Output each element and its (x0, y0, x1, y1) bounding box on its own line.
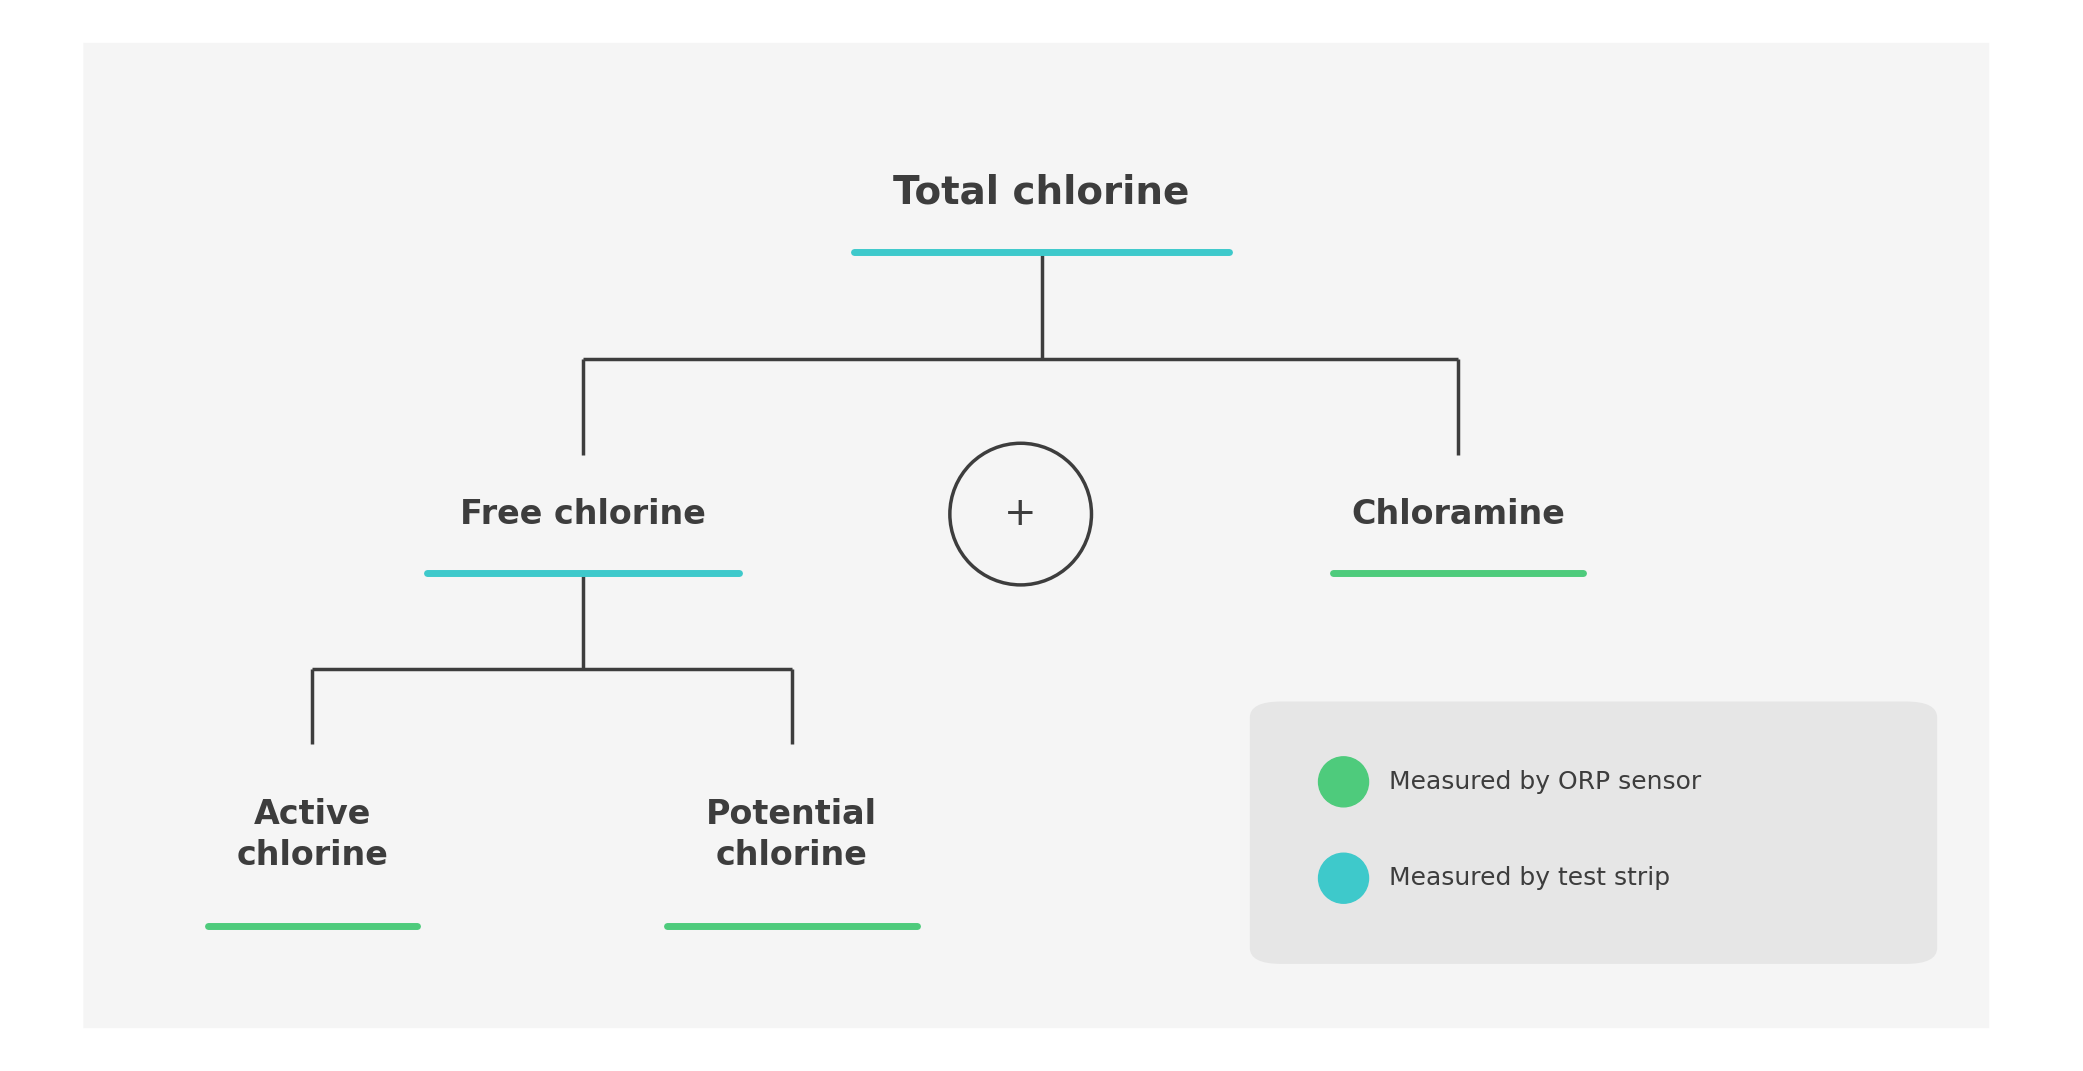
Ellipse shape (1319, 757, 1369, 806)
Text: +: + (1004, 495, 1037, 533)
Text: Measured by ORP sensor: Measured by ORP sensor (1389, 770, 1702, 794)
Text: Measured by test strip: Measured by test strip (1389, 866, 1671, 890)
FancyBboxPatch shape (1250, 702, 1937, 964)
Text: Potential
chlorine: Potential chlorine (706, 799, 877, 872)
Text: Active
chlorine: Active chlorine (237, 799, 387, 872)
Text: Free chlorine: Free chlorine (460, 498, 706, 530)
Text: Total chlorine: Total chlorine (894, 174, 1189, 212)
Ellipse shape (1319, 854, 1369, 903)
Text: Chloramine: Chloramine (1352, 498, 1564, 530)
FancyBboxPatch shape (83, 43, 1989, 1028)
